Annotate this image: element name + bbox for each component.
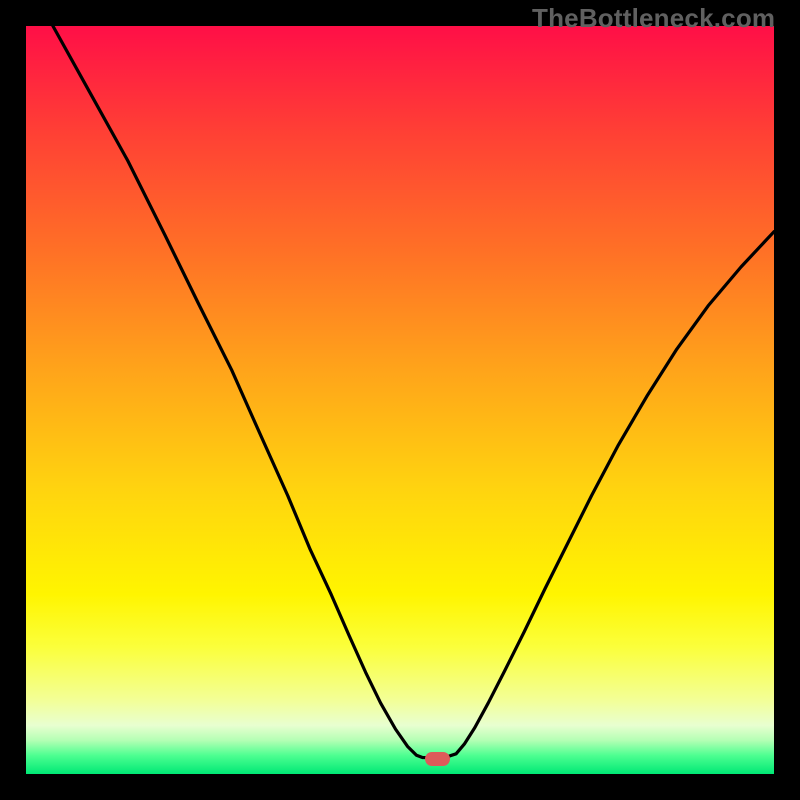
watermark-text: TheBottleneck.com bbox=[532, 3, 775, 34]
chart-canvas: TheBottleneck.com bbox=[0, 0, 800, 800]
plot-area bbox=[26, 26, 774, 774]
gradient-background bbox=[26, 26, 774, 774]
plot-svg bbox=[26, 26, 774, 774]
bottleneck-marker bbox=[425, 752, 450, 765]
